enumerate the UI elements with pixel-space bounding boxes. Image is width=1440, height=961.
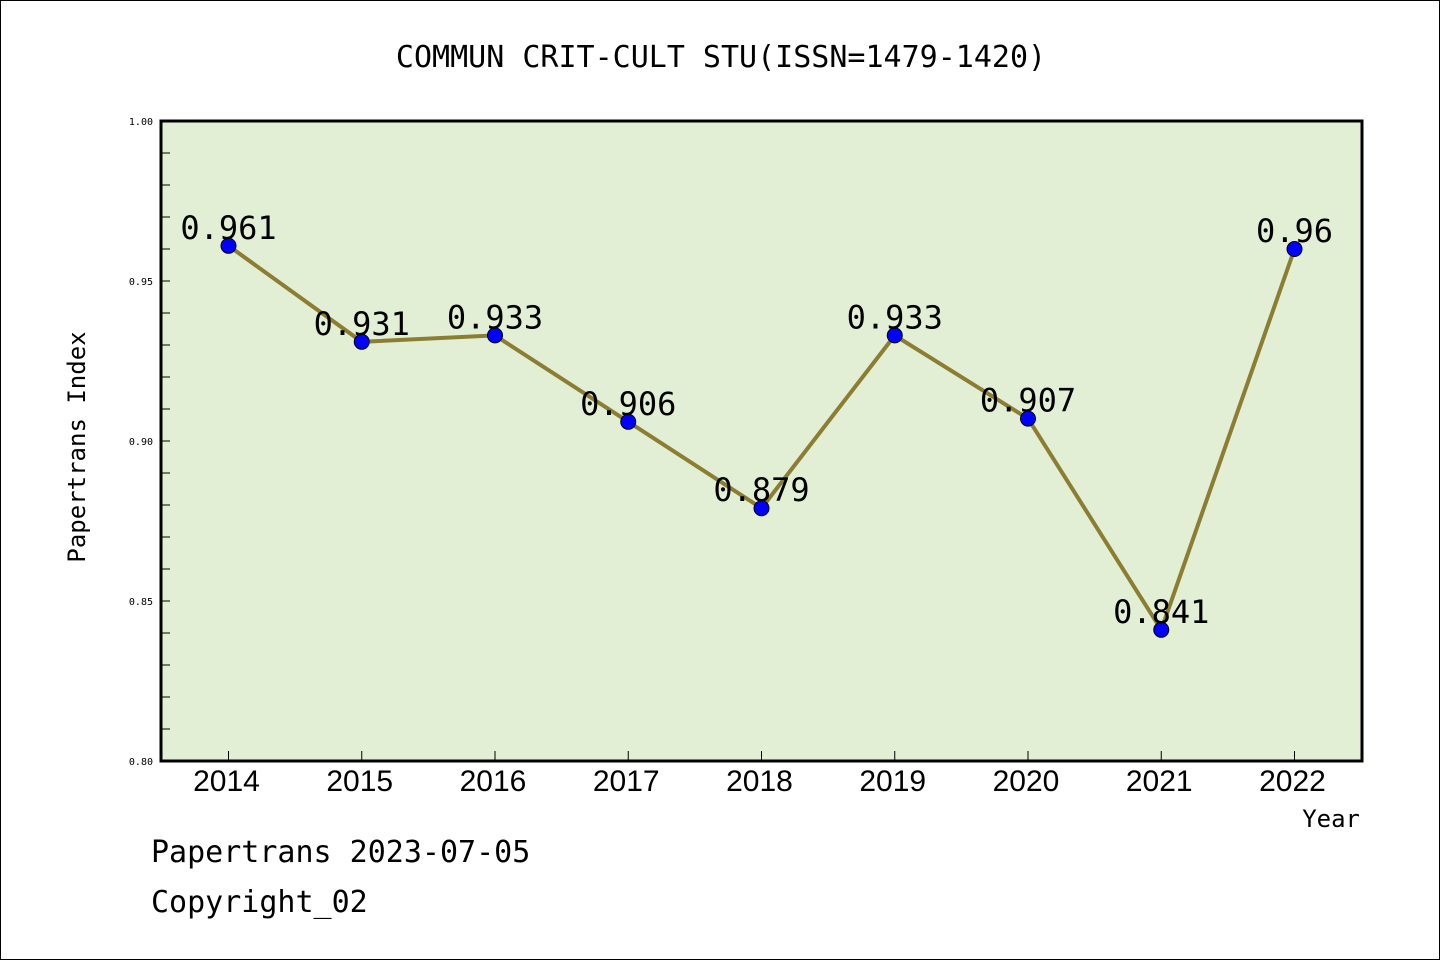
footer-stamp: Papertrans 2023-07-05 xyxy=(151,835,531,870)
data-point xyxy=(1286,241,1303,257)
data-label: 0.931 xyxy=(314,305,410,343)
data-point xyxy=(353,333,370,350)
data-point xyxy=(1153,621,1170,638)
data-point xyxy=(1020,410,1036,427)
y-tick-label: 0.90 xyxy=(129,437,153,448)
data-label: 0.933 xyxy=(847,298,943,336)
data-label: 0.907 xyxy=(980,382,1076,420)
y-tick-label: 0.80 xyxy=(129,757,153,768)
data-label: 0.906 xyxy=(580,385,676,423)
x-axis-label: Year xyxy=(1302,805,1360,833)
data-label: 0.961 xyxy=(180,209,276,247)
x-tick-label: 2014 xyxy=(193,765,260,798)
data-point xyxy=(620,413,637,430)
x-tick-label: 2021 xyxy=(1126,765,1193,798)
x-axis: 2014 2015 2016 2017 2018 2019 2020 2021 2022 xyxy=(193,751,1326,798)
x-tick-label: 2019 xyxy=(859,765,926,798)
data-label: 0.841 xyxy=(1113,593,1209,631)
data-label: 0.879 xyxy=(713,471,809,509)
x-tick-label: 2020 xyxy=(993,765,1060,798)
chart-title: COMMUN CRIT-CULT STU(ISSN=1479-1420) xyxy=(396,40,1046,75)
y-tick-label: 1.00 xyxy=(129,117,153,128)
y-tick-label: 0.85 xyxy=(129,597,153,608)
series-markers xyxy=(220,237,1303,638)
data-point xyxy=(753,500,770,517)
y-tick-label: 0.95 xyxy=(129,277,153,288)
x-tick-label: 2022 xyxy=(1259,765,1326,798)
data-point xyxy=(220,237,237,254)
data-labels: 0.961 0.931 0.933 0.906 0.879 0.933 0.907 0.841… xyxy=(180,209,1333,631)
data-label: 0.933 xyxy=(447,298,543,336)
data-label: 0.96 xyxy=(1256,212,1333,250)
x-tick-label: 2015 xyxy=(326,765,393,798)
x-tick-label: 2017 xyxy=(593,765,660,798)
data-point xyxy=(886,327,903,344)
data-point xyxy=(487,327,503,344)
plot-area xyxy=(159,119,1364,763)
y-axis: 0.80 0.85 0.90 0.95 1.00 xyxy=(129,117,170,768)
footer-copyright: Copyright_02 xyxy=(151,885,368,920)
x-tick-label: 2018 xyxy=(726,765,793,798)
x-tick-label: 2016 xyxy=(460,765,527,798)
y-axis-label: Papertrans Index xyxy=(63,331,91,562)
